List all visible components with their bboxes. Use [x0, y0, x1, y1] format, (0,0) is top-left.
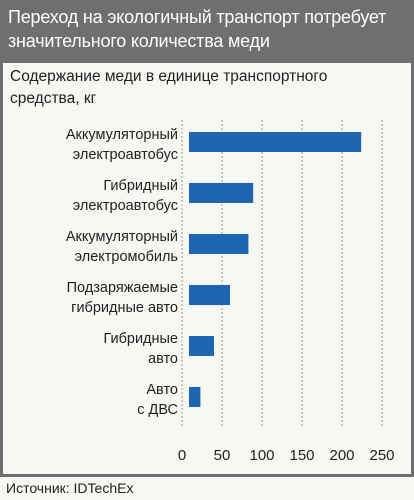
category-label-0: Аккумуляторный электроавтобус: [66, 127, 178, 163]
x-axis-tick-labels: 0 50 100 150 200 250: [178, 447, 395, 464]
bar-0: [189, 132, 362, 152]
x-tick-label-100: 100: [249, 447, 274, 464]
category-label-4: Гибридные авто: [103, 331, 178, 367]
bar-5: [189, 387, 201, 407]
bars: [189, 132, 362, 407]
bar-1: [189, 183, 254, 203]
x-tick-label-200: 200: [329, 447, 354, 464]
category-label-3: Подзаряжаемые гибридные авто: [67, 280, 178, 316]
x-tick-label-0: 0: [178, 447, 186, 464]
x-tick-label-150: 150: [289, 447, 314, 464]
bar-3: [189, 285, 230, 305]
chart-header: Переход на экологичный транспорт потребу…: [0, 0, 414, 63]
chart-frame: [0, 63, 414, 477]
category-labels: Аккумуляторный электроавтобус Гибридный эле…: [66, 127, 178, 418]
chart-title: Переход на экологичный транспорт потребу…: [8, 7, 387, 51]
chart-subtitle: Содержание меди в единице транспортного …: [10, 68, 328, 107]
category-label-5: Авто с ДВС: [137, 382, 178, 418]
category-label-1: Гибридный электроавтобус: [73, 178, 178, 214]
x-tick-label-50: 50: [214, 447, 231, 464]
bar-2: [189, 234, 249, 254]
bar-4: [189, 336, 214, 356]
grid-lines: [181, 120, 383, 427]
category-label-2: Аккумуляторный электромобиль: [66, 229, 178, 265]
x-tick-label-250: 250: [369, 447, 394, 464]
source-note: Источник: IDTechEx: [6, 480, 134, 496]
